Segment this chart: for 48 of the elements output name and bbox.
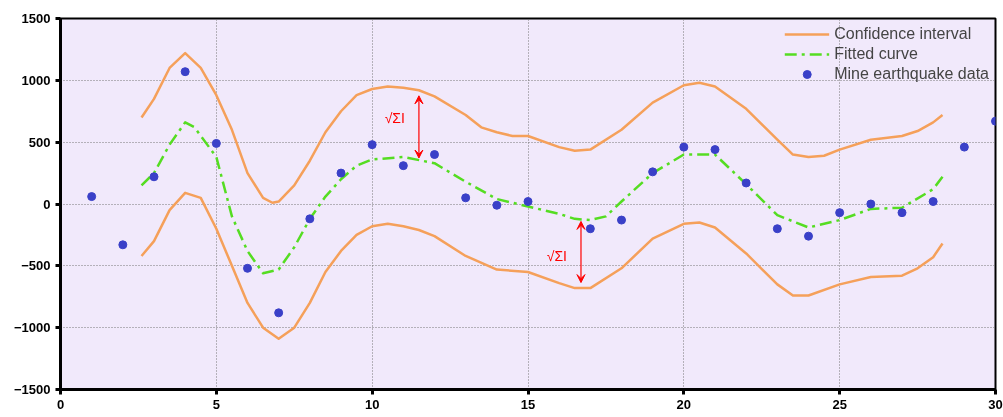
annotation: √ΣI xyxy=(384,110,405,127)
point xyxy=(772,224,782,234)
x-tick-label: 20 xyxy=(676,396,692,412)
point xyxy=(617,215,626,225)
point xyxy=(679,142,689,152)
x-tick-label: 25 xyxy=(832,396,847,412)
point xyxy=(211,138,221,148)
point xyxy=(243,263,252,273)
point xyxy=(461,193,471,203)
legend-label: Fitted curve xyxy=(834,45,918,63)
point xyxy=(585,224,595,234)
y-tick-label: 1500 xyxy=(21,11,51,26)
point xyxy=(897,208,907,218)
y-tick-label: −1500 xyxy=(13,382,51,397)
point xyxy=(835,208,845,218)
point xyxy=(367,140,377,150)
point xyxy=(741,178,751,188)
point xyxy=(149,172,159,182)
point xyxy=(866,199,876,209)
point xyxy=(928,197,938,207)
point xyxy=(118,240,128,250)
x-tick-label: 30 xyxy=(988,396,1003,412)
point xyxy=(305,214,315,224)
x-tick-label: 0 xyxy=(56,396,65,412)
annotation: √ΣI xyxy=(546,248,567,265)
point xyxy=(648,167,658,177)
legend-label: Confidence interval xyxy=(834,25,972,43)
point xyxy=(492,200,502,210)
point xyxy=(274,308,284,318)
point xyxy=(959,142,969,152)
point xyxy=(430,150,439,160)
y-tick-label: 0 xyxy=(43,196,51,212)
line-series xyxy=(140,191,944,341)
point xyxy=(336,168,346,178)
x-tick-label: 5 xyxy=(212,396,220,412)
y-tick-label: −1000 xyxy=(13,320,51,336)
x-tick-label: 10 xyxy=(364,396,380,412)
y-tick-label: 500 xyxy=(28,134,51,150)
point xyxy=(87,192,97,202)
y-tick-label: −500 xyxy=(21,258,51,274)
point xyxy=(523,197,533,207)
point xyxy=(710,145,720,155)
x-tick-label: 15 xyxy=(520,396,536,412)
y-tick-label: 1000 xyxy=(21,72,51,88)
point xyxy=(398,161,408,171)
point xyxy=(180,67,190,77)
point xyxy=(804,231,813,241)
legend-label: Mine earthquake data xyxy=(834,65,989,83)
